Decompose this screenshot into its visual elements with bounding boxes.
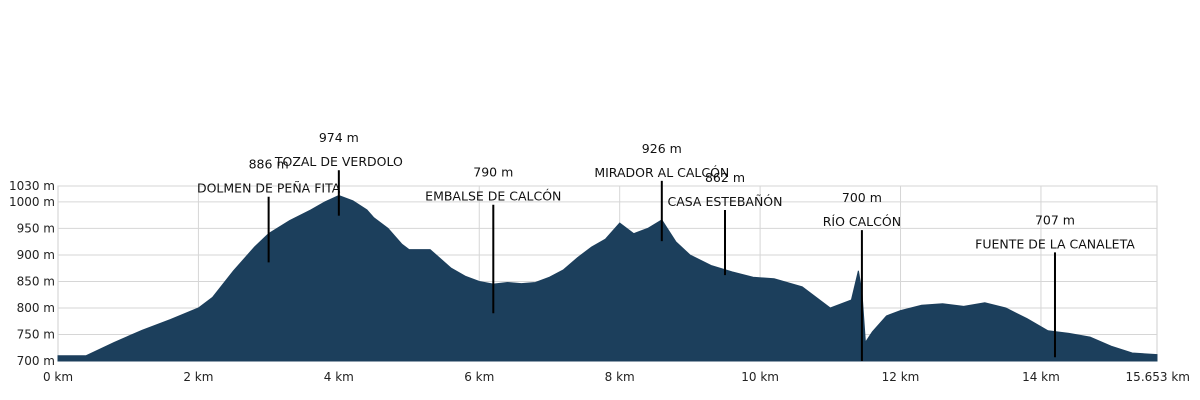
x-tick-label: 6 km [464,370,494,384]
waypoint-marker: 926 m MIRADOR AL CALCÓN [594,141,729,242]
waypoint-marker: 707 m FUENTE DE LA CANALETA [975,212,1135,358]
y-tick-label: 1030 m [9,179,55,193]
waypoint-name: MIRADOR AL CALCÓN [594,165,729,180]
elevation-series-area [57,194,1158,362]
x-tick-label: 4 km [324,370,354,384]
y-tick-label: 950 m [17,221,55,235]
waypoint-elevation: 862 m [705,170,745,185]
y-tick-label: 750 m [17,327,55,341]
waypoint-marker: 862 m CASA ESTEBAÑÓN [667,170,783,276]
waypoint-elevation: 790 m [473,165,513,180]
waypoint-marker: 790 m EMBALSE DE CALCÓN [425,165,561,314]
waypoint-name: RÍO CALCÓN [823,214,901,229]
waypoint-elevation: 886 m [249,157,289,172]
waypoint-name: CASA ESTEBAÑÓN [667,194,782,209]
y-tick-label: 1000 m [9,195,55,209]
y-tick-label: 850 m [17,274,55,288]
waypoint-elevation: 707 m [1035,212,1075,227]
waypoint-marker: 700 m RÍO CALCÓN [823,190,901,361]
waypoint-name: EMBALSE DE CALCÓN [425,189,561,204]
x-tick-label: 2 km [183,370,213,384]
waypoint-annotations: 886 m DOLMEN DE PEÑA FITA 974 m TOZAL DE VE… [197,130,1135,361]
y-tick-label: 800 m [17,301,55,315]
y-tick-label: 900 m [17,248,55,262]
waypoint-name: FUENTE DE LA CANALETA [975,236,1135,251]
x-tick-label: 15.653 km [1126,370,1190,384]
x-tick-label: 10 km [741,370,779,384]
waypoint-marker: 886 m DOLMEN DE PEÑA FITA [197,157,341,263]
x-tick-label: 12 km [882,370,920,384]
y-tick-label: 700 m [17,354,55,368]
waypoint-elevation: 974 m [319,130,359,145]
waypoint-name: DOLMEN DE PEÑA FITA [197,181,341,196]
elevation-area [57,194,1158,362]
x-tick-label: 14 km [1022,370,1060,384]
x-tick-label: 8 km [605,370,635,384]
waypoint-name: TOZAL DE VERDOLO [274,154,403,169]
waypoint-elevation: 926 m [642,141,682,156]
waypoint-elevation: 700 m [842,190,882,205]
x-tick-label: 0 km [43,370,73,384]
waypoint-marker: 974 m TOZAL DE VERDOLO [274,130,403,216]
axes: 700 m 750 m 800 m 850 m 900 m 950 m 1000 m 1030… [9,179,1190,384]
